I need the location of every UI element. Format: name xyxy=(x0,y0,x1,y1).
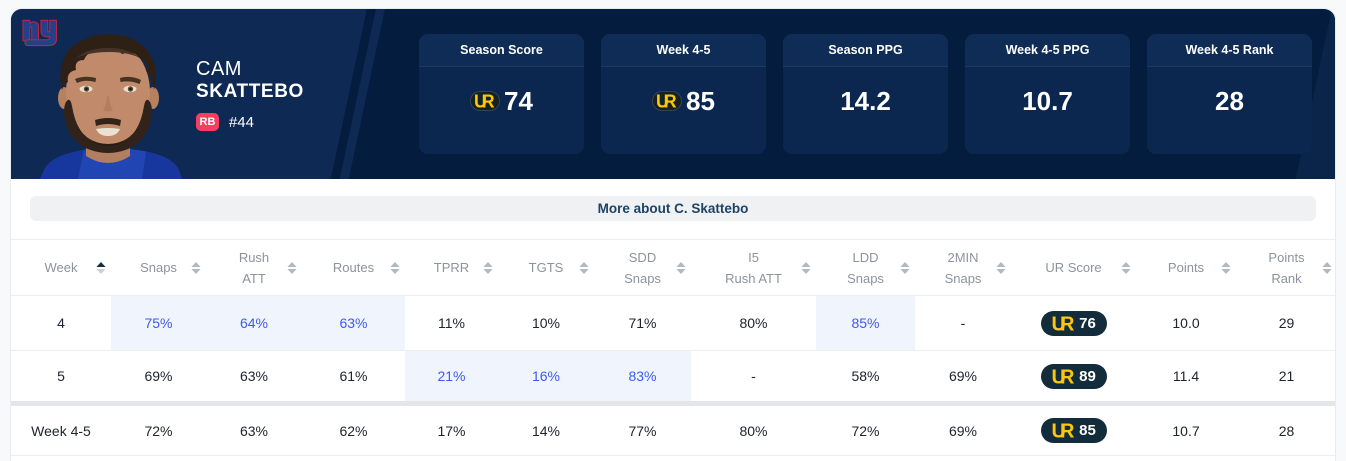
svg-text:R: R xyxy=(1060,315,1075,332)
svg-text:R: R xyxy=(1060,368,1075,385)
svg-text:U: U xyxy=(474,93,487,109)
svg-text:U: U xyxy=(1052,422,1066,439)
svg-text:R: R xyxy=(664,93,677,109)
svg-text:R: R xyxy=(1060,422,1075,439)
svg-text:U: U xyxy=(1052,315,1066,332)
svg-text:U: U xyxy=(656,93,669,109)
svg-text:U: U xyxy=(1052,368,1066,385)
svg-text:R: R xyxy=(482,93,495,109)
